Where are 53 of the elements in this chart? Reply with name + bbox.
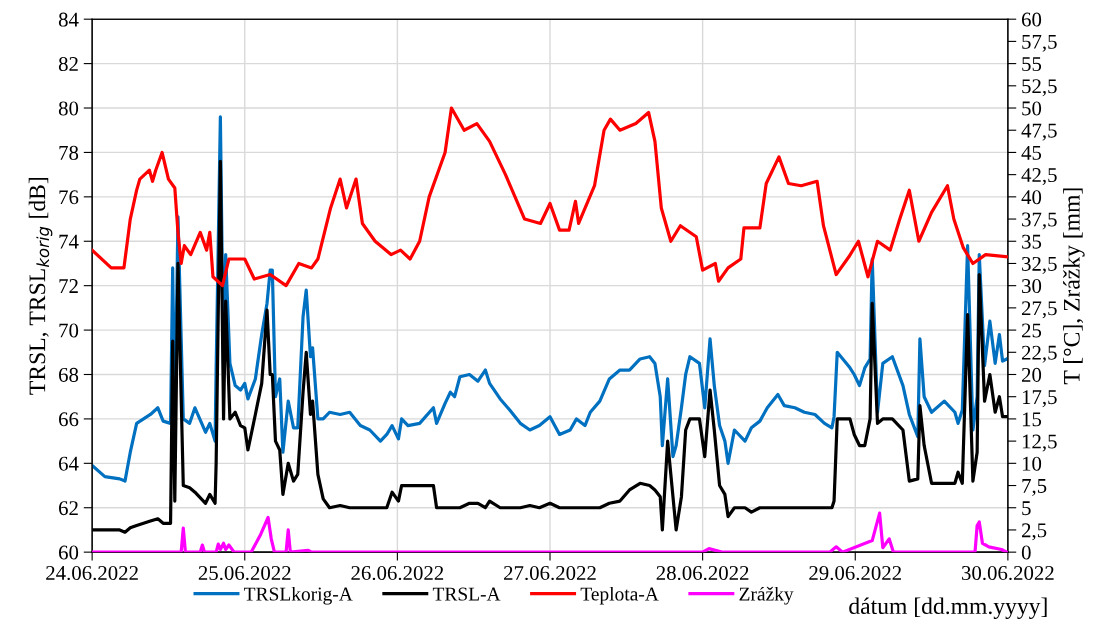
y2-tick-label: 15 bbox=[1022, 412, 1042, 427]
y2-tick-label: 27,5 bbox=[1021, 301, 1057, 319]
y2-tick-label: 45 bbox=[1021, 145, 1042, 160]
legend-label: TRSL-A bbox=[432, 587, 501, 601]
y2-tick-label: 32,5 bbox=[1022, 256, 1057, 274]
y-tick-label: 72 bbox=[59, 279, 78, 293]
y-tick-label: 70 bbox=[59, 323, 79, 338]
y2-tick-label: 17,5 bbox=[1022, 390, 1057, 408]
x-axis-title: dátum [dd.mm.yyyy] bbox=[849, 597, 1047, 619]
y2-tick-label: 0 bbox=[1021, 545, 1031, 560]
legend-label: Zrážky bbox=[739, 586, 794, 605]
y-tick-label: 80 bbox=[58, 101, 79, 116]
y2-tick-label: 50 bbox=[1022, 101, 1042, 116]
y2-tick-label: 25 bbox=[1021, 323, 1042, 338]
y-tick-label: 66 bbox=[59, 412, 79, 427]
x-tick-label: 28.06.2022 bbox=[656, 565, 749, 581]
y-tick-label: 74 bbox=[59, 234, 79, 249]
x-tick-label: 25.06.2022 bbox=[198, 565, 291, 581]
y2-tick-label: 30 bbox=[1022, 279, 1042, 294]
legend-label: Teplota-A bbox=[580, 586, 659, 605]
y-tick-label: 60 bbox=[59, 545, 79, 560]
y-tick-label: 62 bbox=[59, 501, 78, 516]
x-tick-label: 26.06.2022 bbox=[351, 565, 444, 581]
x-tick-label: 29.06.2022 bbox=[809, 565, 901, 581]
legend-label: TRSLkorig-A bbox=[244, 586, 353, 605]
x-tick-label: 30.06.2022 bbox=[962, 565, 1054, 581]
y2-tick-label: 55 bbox=[1022, 57, 1042, 72]
y2-tick-label: 47,5 bbox=[1021, 123, 1057, 141]
y2-axis-title: T [°C], Zrážky [mm] bbox=[1063, 188, 1085, 385]
y2-tick-label: 20 bbox=[1021, 367, 1042, 382]
y-tick-label: 82 bbox=[58, 56, 78, 72]
y2-tick-label: 57,5 bbox=[1022, 34, 1057, 52]
x-tick-label: 27.06.2022 bbox=[504, 565, 596, 581]
y2-tick-label: 7,5 bbox=[1022, 479, 1047, 496]
x-tick-label: 24.06.2022 bbox=[46, 565, 138, 581]
y2-tick-label: 60 bbox=[1021, 12, 1042, 27]
y2-tick-label: 2,5 bbox=[1021, 523, 1047, 541]
y2-tick-label: 5 bbox=[1022, 501, 1031, 516]
y-tick-label: 64 bbox=[59, 456, 79, 471]
y-tick-label: 68 bbox=[59, 367, 79, 382]
y2-tick-label: 35 bbox=[1022, 234, 1042, 249]
y2-tick-label: 22,5 bbox=[1021, 345, 1057, 363]
y2-tick-label: 40 bbox=[1021, 190, 1042, 205]
line-series bbox=[92, 106, 1008, 288]
y-tick-label: 76 bbox=[59, 190, 79, 205]
y-tick-label: 78 bbox=[59, 145, 79, 160]
y2-tick-label: 10 bbox=[1022, 456, 1042, 471]
y2-tick-label: 37,5 bbox=[1022, 212, 1057, 230]
y2-tick-label: 52,5 bbox=[1022, 79, 1057, 97]
y-axis-title: TRSL, TRSL$_{korig}$ [dB] bbox=[28, 177, 53, 395]
y-tick-label: 84 bbox=[58, 12, 79, 27]
y2-tick-label: 42,5 bbox=[1021, 168, 1057, 186]
y2-tick-label: 12,5 bbox=[1022, 434, 1057, 452]
